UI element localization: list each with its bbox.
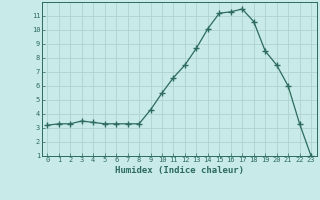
X-axis label: Humidex (Indice chaleur): Humidex (Indice chaleur) [115, 166, 244, 175]
